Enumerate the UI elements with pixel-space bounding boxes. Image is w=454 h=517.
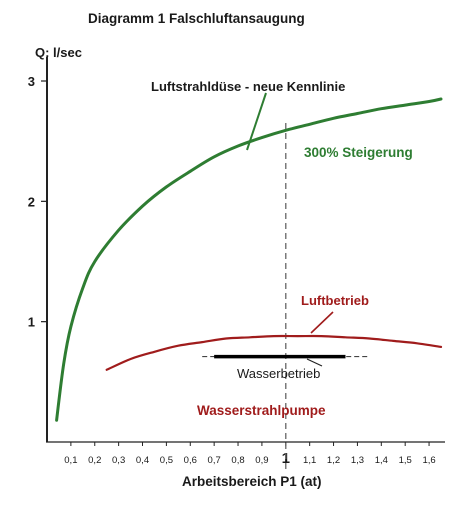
x-tick-label: 0,5	[160, 455, 173, 466]
series-label-wasserbetrieb: Wasserbetrieb	[237, 366, 320, 381]
x-tick-label: 1,5	[399, 455, 412, 466]
x-tick-label: 0,4	[136, 455, 149, 466]
x-tick-label: 1,4	[375, 455, 388, 466]
x-tick-label: 0,8	[231, 455, 244, 466]
x-tick-label: 0,7	[208, 455, 221, 466]
series-0-line	[55, 97, 443, 422]
annotation-300-steigerung: 300% Steigerung	[304, 145, 413, 160]
x-tick-label: 1,3	[351, 455, 364, 466]
series-label-wasserbetrieb-leader	[306, 358, 323, 367]
x-tick-label: 1,6	[422, 455, 435, 466]
series-label-luftbetrieb: Luftbetrieb	[301, 293, 369, 308]
x-tick-label: 0,2	[88, 455, 101, 466]
x-tick-label: 0,9	[255, 455, 268, 466]
x-axis-label: Arbeitsbereich P1 (at)	[182, 474, 322, 489]
y-tick-label: 3	[28, 74, 35, 89]
series-group	[55, 97, 443, 422]
y-tick-label: 2	[28, 194, 35, 209]
series-label-luftbetrieb-leader	[310, 311, 334, 334]
x-tick-label: 0,3	[112, 455, 125, 466]
y-tick-label: 1	[28, 315, 35, 330]
y-ticks: 1 2 3	[28, 74, 47, 330]
x-tick-label: 0,1	[64, 455, 77, 466]
series-label-luftstrahlduese-leader	[246, 92, 267, 151]
x-ticks: 0,10,20,30,40,50,60,70,80,911,11,21,31,4…	[64, 442, 436, 467]
series-label-luftstrahlduese: Luftstrahldüse - neue Kennlinie	[151, 79, 345, 94]
chart-title: Diagramm 1 Falschluftansaugung	[88, 11, 305, 26]
x-tick-label: 0,6	[184, 455, 197, 466]
annotation-wasserstrahlpumpe: Wasserstrahlpumpe	[197, 403, 326, 418]
y-axis-label: Q: l/sec	[35, 45, 82, 60]
series-1-line	[105, 334, 443, 371]
x-tick-label: 1,1	[303, 455, 316, 466]
x-tick-label: 1,2	[327, 455, 340, 466]
